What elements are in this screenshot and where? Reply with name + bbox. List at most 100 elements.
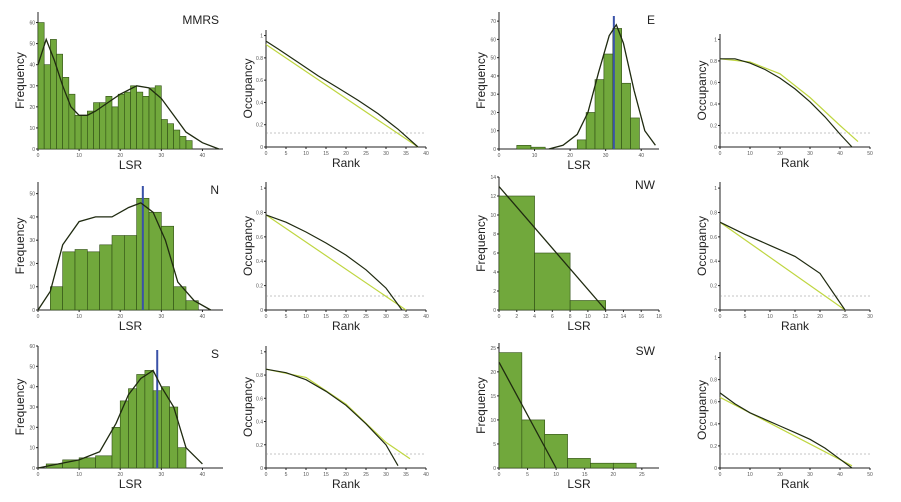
x-tick-label: 10 <box>553 472 559 478</box>
y-tick-label: 1 <box>714 186 717 192</box>
histogram-bar <box>516 145 532 150</box>
x-tick-label: 10 <box>303 472 309 478</box>
y-tick-label: 10 <box>490 213 496 219</box>
y-axis-label: Occupancy <box>241 216 255 276</box>
x-tick-label: 0 <box>498 472 501 478</box>
panel-title: N <box>210 183 219 197</box>
x-tick-label: 25 <box>363 314 369 320</box>
x-tick-label: 5 <box>526 472 529 478</box>
x-tick-label: 40 <box>837 151 843 157</box>
y-tick-label: 1 <box>260 34 263 40</box>
y-tick-label: 30 <box>29 405 35 411</box>
histogram-bar <box>630 117 640 150</box>
x-tick-label: 0 <box>498 153 501 159</box>
histogram-bar <box>136 374 146 469</box>
x-axis-label: Rank <box>781 319 810 333</box>
y-tick-label: 25 <box>490 346 496 352</box>
y-axis-label: Frequency <box>474 52 488 109</box>
x-tick-label: 25 <box>363 472 369 478</box>
x-tick-label: 10 <box>585 314 591 320</box>
y-tick-label: 50 <box>29 364 35 370</box>
y-tick-label: 8 <box>493 232 496 238</box>
histogram-bar <box>161 225 174 311</box>
x-tick-label: 35 <box>403 472 409 478</box>
x-tick-label: 18 <box>656 314 662 320</box>
histogram-bar <box>128 388 137 469</box>
histogram-bar <box>173 286 187 311</box>
panel-title: S <box>211 347 219 361</box>
x-tick-label: 40 <box>423 472 429 478</box>
x-tick-label: 20 <box>777 151 783 157</box>
y-axis-label: Occupancy <box>695 60 709 120</box>
chart-panel-1: 0 10 20 30 40 0 10 20 30 40 50 60 MMRS LSR Frequency <box>13 12 223 172</box>
histogram-bar <box>498 195 535 311</box>
histogram-bar <box>569 300 606 311</box>
histogram-bar <box>612 462 637 469</box>
x-tick-label: 0 <box>265 472 268 478</box>
y-tick-label: 0.4 <box>256 100 263 106</box>
x-axis-label: LSR <box>119 158 143 172</box>
histogram-bar <box>124 235 137 311</box>
fitted-curve <box>719 221 846 311</box>
occupancy-curve <box>719 392 853 469</box>
x-tick-label: 0 <box>265 151 268 157</box>
chart-panel-6: 0 5 10 15 20 25 30 35 40 0 0.2 0.4 0.6 0.8 1 Rank Occupa… <box>241 182 429 333</box>
histogram-bar <box>185 300 199 311</box>
y-tick-label: 15 <box>490 394 496 400</box>
occupancy-curve <box>265 368 399 466</box>
histogram-bar <box>136 91 144 150</box>
x-axis-label: Rank <box>332 156 361 170</box>
fit-line <box>498 361 557 469</box>
y-tick-label: 20 <box>29 261 35 267</box>
x-axis-label: Rank <box>781 156 810 170</box>
x-tick-label: 30 <box>867 314 873 320</box>
x-axis-label: LSR <box>567 158 591 172</box>
x-tick-label: 25 <box>639 472 645 478</box>
histogram-bar <box>544 434 568 469</box>
y-tick-label: 40 <box>29 215 35 221</box>
occupancy-curve <box>265 214 403 311</box>
x-axis-label: Rank <box>332 319 361 333</box>
x-tick-label: 15 <box>792 314 798 320</box>
chart-panel-10: 0 5 10 15 20 25 30 35 40 0 0.2 0.4 0.6 0.8 1 Rank Occupa… <box>241 346 429 491</box>
x-tick-label: 40 <box>200 153 206 159</box>
y-tick-label: 0 <box>260 466 263 472</box>
density-curve <box>548 23 656 150</box>
histogram-bar <box>105 96 113 150</box>
histogram-bar <box>173 129 181 150</box>
y-tick-label: 0.8 <box>256 56 263 62</box>
x-tick-label: 10 <box>303 314 309 320</box>
y-tick-label: 1 <box>260 350 263 356</box>
x-tick-label: 15 <box>582 472 588 478</box>
y-tick-label: 0 <box>32 308 35 314</box>
x-tick-label: 0 <box>37 153 40 159</box>
y-tick-label: 0 <box>32 466 35 472</box>
histogram-bar <box>99 244 113 311</box>
y-axis-label: Frequency <box>474 215 488 272</box>
x-tick-label: 8 <box>569 314 572 320</box>
y-tick-label: 0.2 <box>256 443 263 449</box>
y-tick-label: 40 <box>490 74 496 80</box>
x-tick-label: 30 <box>159 472 165 478</box>
x-tick-label: 20 <box>343 472 349 478</box>
density-curve <box>37 202 212 311</box>
histogram-bar <box>521 419 546 469</box>
x-axis-label: LSR <box>119 477 143 491</box>
x-tick-label: 20 <box>117 314 123 320</box>
y-tick-label: 0 <box>493 147 496 153</box>
x-tick-label: 20 <box>117 153 123 159</box>
x-tick-label: 15 <box>323 472 329 478</box>
x-tick-label: 10 <box>767 314 773 320</box>
histogram-bar <box>117 93 125 150</box>
x-tick-label: 35 <box>403 314 409 320</box>
y-tick-label: 0.8 <box>710 59 717 65</box>
x-tick-label: 0 <box>719 472 722 478</box>
y-tick-label: 70 <box>490 19 496 25</box>
y-tick-label: 0 <box>714 466 717 472</box>
y-axis-label: Occupancy <box>241 377 255 437</box>
y-axis-label: Frequency <box>13 379 27 436</box>
y-tick-label: 1 <box>714 356 717 362</box>
y-tick-label: 10 <box>29 126 35 132</box>
y-tick-label: 0 <box>714 145 717 151</box>
